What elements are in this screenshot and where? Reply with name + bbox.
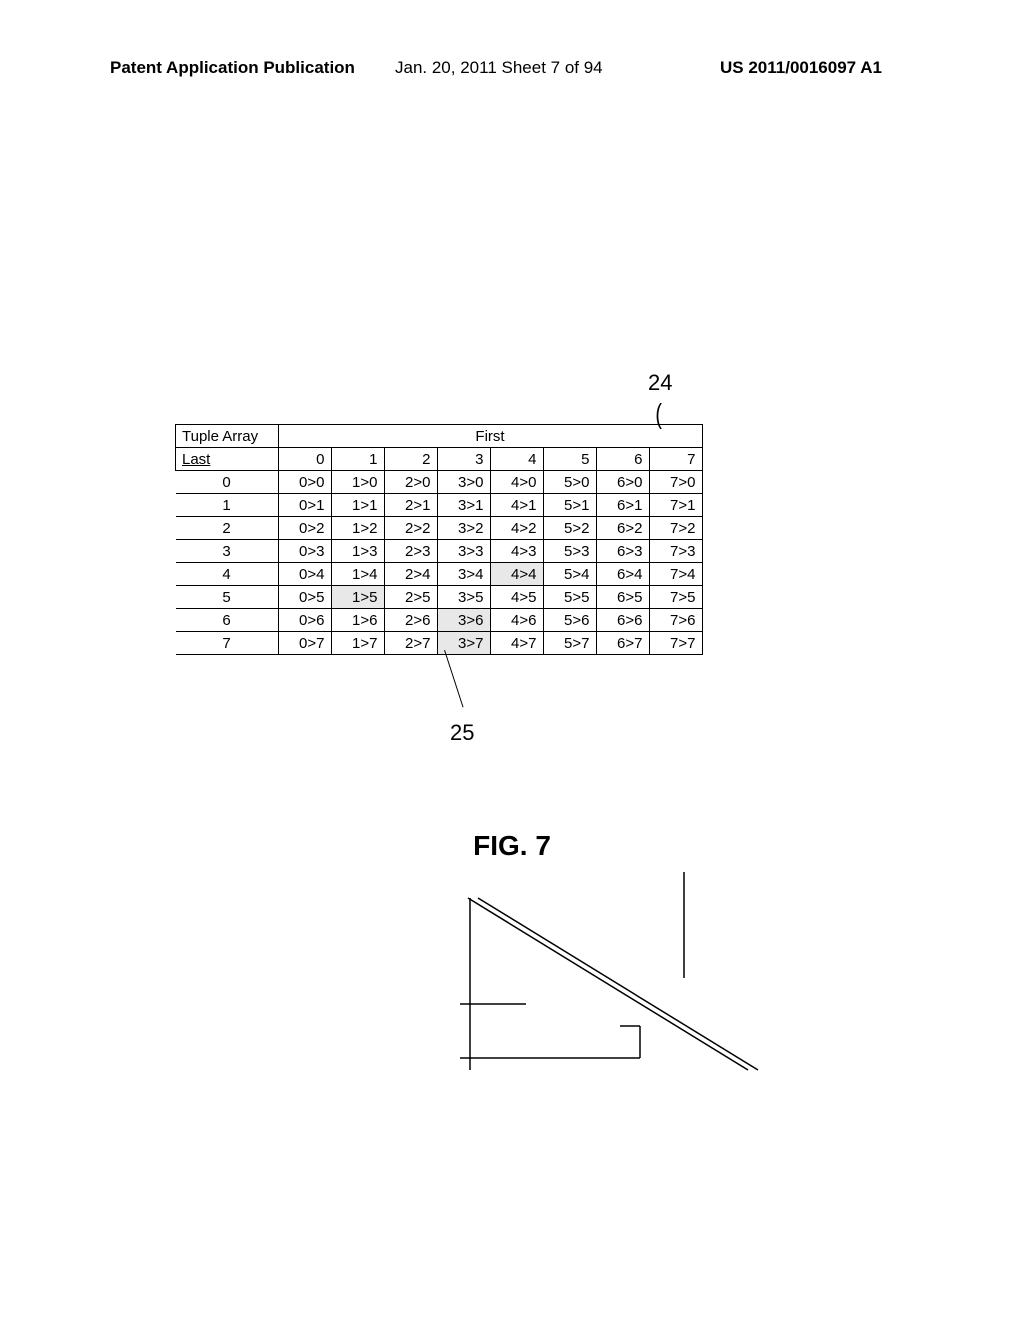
tuple-array-title: Tuple Array xyxy=(176,425,279,448)
last-label: Last xyxy=(176,448,279,471)
tuple-cell: 0>6 xyxy=(278,609,331,632)
row-last-index: 1 xyxy=(176,494,279,517)
tuple-cell: 4>2 xyxy=(490,517,543,540)
col-header: 6 xyxy=(596,448,649,471)
col-header: 3 xyxy=(437,448,490,471)
row-last-index: 0 xyxy=(176,471,279,494)
header-left: Patent Application Publication xyxy=(110,58,355,78)
tuple-cell: 0>2 xyxy=(278,517,331,540)
tuple-cell: 2>0 xyxy=(384,471,437,494)
tuple-cell: 6>2 xyxy=(596,517,649,540)
tuple-cell: 6>4 xyxy=(596,563,649,586)
tuple-cell: 5>1 xyxy=(543,494,596,517)
callout-25-leader xyxy=(444,650,464,708)
tuple-cell: 4>3 xyxy=(490,540,543,563)
col-header: 1 xyxy=(331,448,384,471)
row-last-index: 2 xyxy=(176,517,279,540)
tuple-cell: 7>7 xyxy=(649,632,702,655)
tuple-cell: 3>3 xyxy=(437,540,490,563)
row-last-index: 4 xyxy=(176,563,279,586)
tuple-cell: 0>7 xyxy=(278,632,331,655)
tuple-cell: 7>2 xyxy=(649,517,702,540)
tuple-cell: 2>4 xyxy=(384,563,437,586)
tuple-cell: 2>5 xyxy=(384,586,437,609)
tuple-cell: 3>4 xyxy=(437,563,490,586)
header-right: US 2011/0016097 A1 xyxy=(720,58,882,78)
tuple-cell: 7>4 xyxy=(649,563,702,586)
row-last-index: 3 xyxy=(176,540,279,563)
tuple-cell: 6>6 xyxy=(596,609,649,632)
first-label: First xyxy=(278,425,702,448)
col-header: 4 xyxy=(490,448,543,471)
row-last-index: 7 xyxy=(176,632,279,655)
tuple-cell: 4>4 xyxy=(490,563,543,586)
tuple-cell: 6>3 xyxy=(596,540,649,563)
tuple-cell: 5>0 xyxy=(543,471,596,494)
row-last-index: 6 xyxy=(176,609,279,632)
tuple-array-table-wrap: Tuple Array First Last 0 1 2 3 4 5 6 7 0… xyxy=(175,424,703,655)
col-header: 7 xyxy=(649,448,702,471)
callout-24: 24 xyxy=(648,370,672,396)
tuple-cell: 0>0 xyxy=(278,471,331,494)
tuple-cell: 1>4 xyxy=(331,563,384,586)
figure-label: FIG. 7 xyxy=(0,830,1024,862)
tuple-cell: 4>0 xyxy=(490,471,543,494)
tuple-cell: 3>2 xyxy=(437,517,490,540)
tuple-cell: 6>5 xyxy=(596,586,649,609)
tuple-cell: 2>1 xyxy=(384,494,437,517)
tuple-cell: 4>7 xyxy=(490,632,543,655)
tuple-cell: 3>1 xyxy=(437,494,490,517)
tuple-cell: 6>7 xyxy=(596,632,649,655)
overlay-lines xyxy=(350,848,930,1078)
tuple-cell: 5>4 xyxy=(543,563,596,586)
tuple-cell: 1>5 xyxy=(331,586,384,609)
tuple-cell: 7>1 xyxy=(649,494,702,517)
tuple-cell: 4>1 xyxy=(490,494,543,517)
header-center: Jan. 20, 2011 Sheet 7 of 94 xyxy=(395,58,603,78)
tuple-cell: 1>0 xyxy=(331,471,384,494)
tuple-cell: 7>0 xyxy=(649,471,702,494)
tuple-cell: 2>7 xyxy=(384,632,437,655)
tuple-cell: 5>2 xyxy=(543,517,596,540)
tuple-cell: 0>4 xyxy=(278,563,331,586)
tuple-cell: 6>1 xyxy=(596,494,649,517)
tuple-cell: 0>3 xyxy=(278,540,331,563)
tuple-cell: 0>5 xyxy=(278,586,331,609)
tuple-cell: 3>5 xyxy=(437,586,490,609)
tuple-cell: 4>6 xyxy=(490,609,543,632)
tuple-cell: 0>1 xyxy=(278,494,331,517)
tuple-cell: 7>6 xyxy=(649,609,702,632)
tuple-cell: 1>6 xyxy=(331,609,384,632)
tuple-cell: 5>6 xyxy=(543,609,596,632)
tuple-array-table: Tuple Array First Last 0 1 2 3 4 5 6 7 0… xyxy=(175,424,703,655)
tuple-cell: 2>6 xyxy=(384,609,437,632)
tuple-cell: 3>6 xyxy=(437,609,490,632)
callout-25: 25 xyxy=(450,720,474,746)
tuple-cell: 1>3 xyxy=(331,540,384,563)
tuple-cell: 5>3 xyxy=(543,540,596,563)
col-header: 0 xyxy=(278,448,331,471)
tuple-cell: 5>5 xyxy=(543,586,596,609)
tuple-cell: 7>3 xyxy=(649,540,702,563)
tuple-cell: 6>0 xyxy=(596,471,649,494)
tuple-cell: 2>3 xyxy=(384,540,437,563)
tuple-cell: 3>0 xyxy=(437,471,490,494)
tuple-cell: 1>2 xyxy=(331,517,384,540)
tuple-cell: 2>2 xyxy=(384,517,437,540)
tuple-cell: 1>7 xyxy=(331,632,384,655)
row-last-index: 5 xyxy=(176,586,279,609)
tuple-cell: 4>5 xyxy=(490,586,543,609)
col-header: 5 xyxy=(543,448,596,471)
tuple-cell: 5>7 xyxy=(543,632,596,655)
tuple-cell: 1>1 xyxy=(331,494,384,517)
tuple-cell: 7>5 xyxy=(649,586,702,609)
col-header: 2 xyxy=(384,448,437,471)
